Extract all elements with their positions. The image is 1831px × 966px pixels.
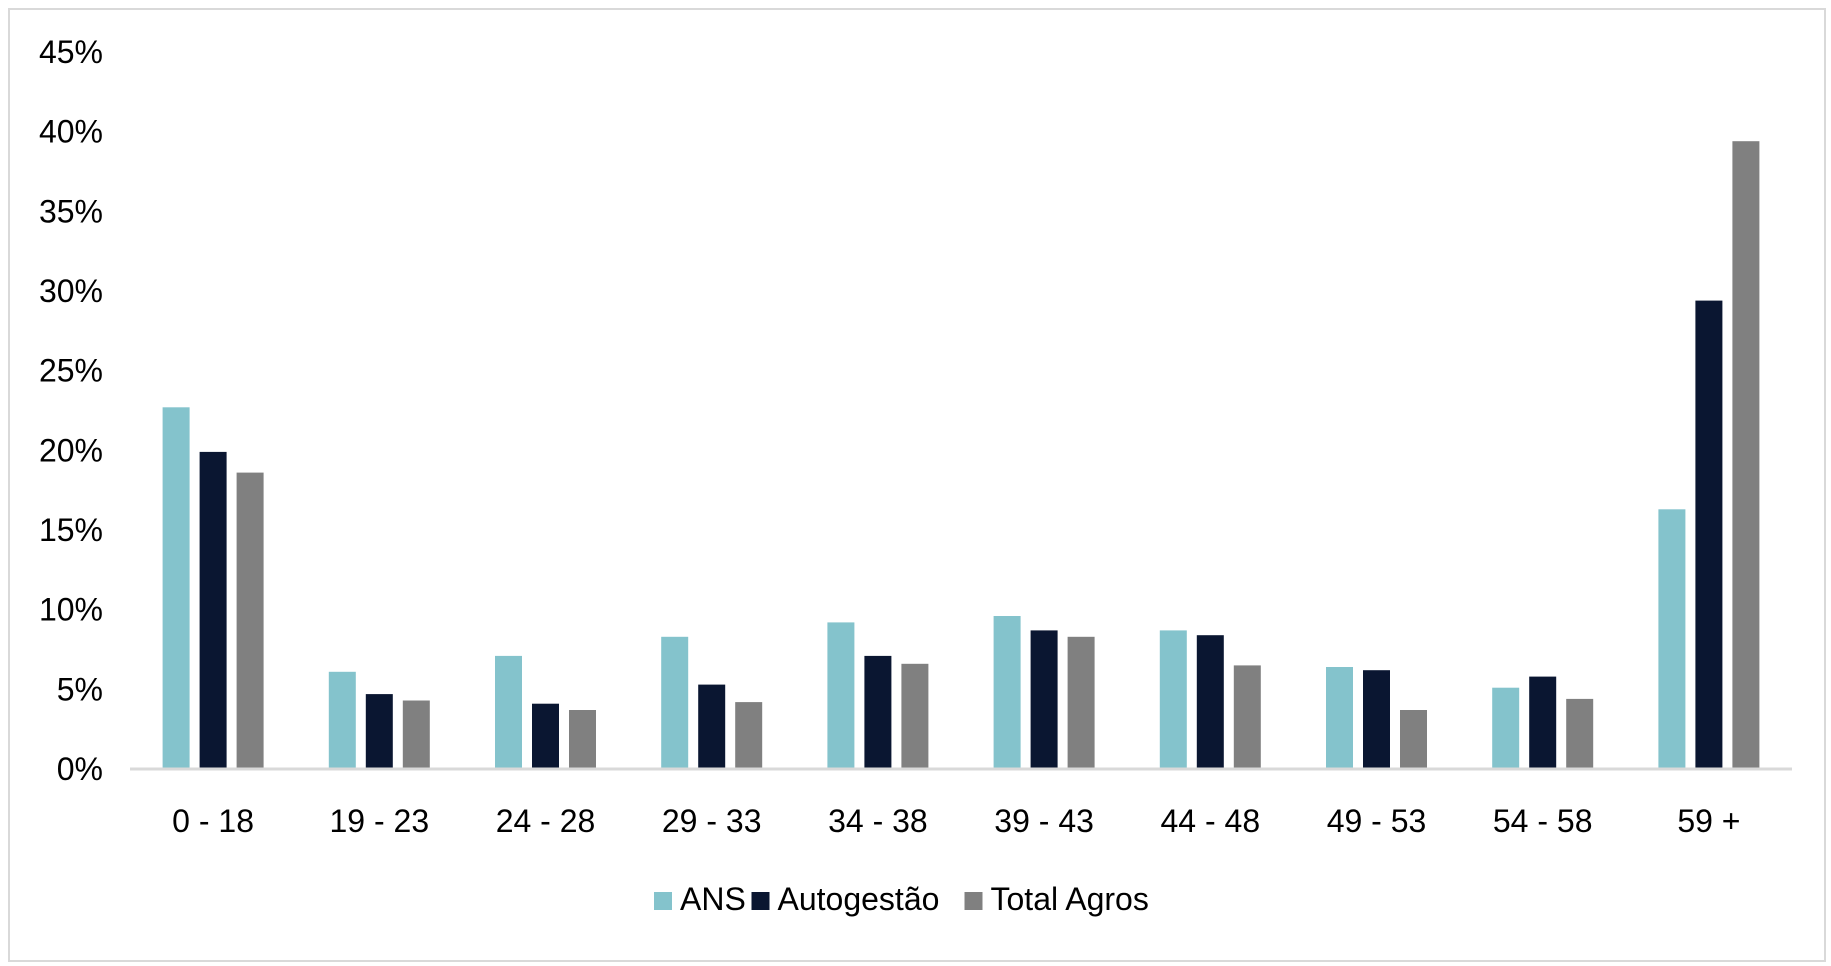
- x-tick-label: 34 - 38: [828, 803, 928, 839]
- y-tick-label: 35%: [39, 193, 103, 229]
- legend-swatch: [654, 892, 672, 910]
- x-tick-label: 59 +: [1677, 803, 1740, 839]
- legend-item-total-agros: Total Agros: [964, 881, 1149, 917]
- bars-layer: [162, 141, 1760, 769]
- bar-ans-54-58: [1492, 687, 1520, 769]
- legend: ANS Autogestão Total Agros: [654, 881, 1149, 917]
- bar-ans-19-23: [328, 671, 356, 769]
- x-tick-label: 39 - 43: [994, 803, 1094, 839]
- bar-ans-49-53: [1326, 667, 1353, 769]
- legend-item-autogestao: Autogestão: [751, 881, 940, 917]
- legend-label: Total Agros: [991, 881, 1149, 917]
- legend-label: Autogestão: [778, 881, 940, 917]
- bar-ans-24-28: [495, 655, 522, 769]
- legend-label: ANS: [680, 881, 746, 917]
- bar-total-agros-19-23: [402, 700, 430, 769]
- bar-total-agros-59: [1732, 141, 1760, 769]
- y-tick-label: 15%: [39, 512, 103, 548]
- bar-total-agros-24-28: [569, 710, 596, 769]
- bar-autogestao-39-43: [1030, 630, 1058, 769]
- x-tick-label: 24 - 28: [496, 803, 596, 839]
- y-tick-label: 0%: [57, 751, 103, 787]
- y-tick-label: 25%: [39, 353, 103, 389]
- bar-total-agros-49-53: [1400, 710, 1427, 769]
- x-tick-label: 49 - 53: [1327, 803, 1427, 839]
- bar-total-agros-39-43: [1067, 636, 1095, 769]
- x-tick-label: 19 - 23: [329, 803, 429, 839]
- bar-autogestao-0-18: [199, 451, 227, 769]
- bar-ans-44-48: [1159, 630, 1187, 769]
- bar-ans-34-38: [827, 622, 855, 769]
- bar-total-agros-29-33: [735, 702, 763, 769]
- bar-total-agros-44-48: [1233, 665, 1261, 769]
- bar-ans-29-33: [661, 636, 689, 769]
- bar-ans-59: [1658, 509, 1686, 769]
- y-tick-label: 5%: [57, 671, 103, 707]
- chart-frame: [8, 8, 1826, 962]
- bar-autogestao-49-53: [1363, 670, 1390, 769]
- bar-autogestao-24-28: [532, 703, 559, 769]
- x-tick-label: 0 - 18: [172, 803, 254, 839]
- bar-autogestao-34-38: [864, 655, 892, 769]
- legend-swatch: [964, 892, 983, 910]
- bar-autogestao-59: [1695, 300, 1723, 769]
- bar-autogestao-29-33: [698, 684, 726, 769]
- y-tick-label: 10%: [39, 592, 103, 628]
- y-axis: 0% 5% 10% 15% 20% 25% 30% 35% 40% 45%: [39, 34, 103, 787]
- y-tick-label: 20%: [39, 432, 103, 468]
- y-tick-label: 30%: [39, 273, 103, 309]
- y-tick-label: 40%: [39, 114, 103, 150]
- bar-autogestao-19-23: [365, 694, 393, 769]
- bar-ans-0-18: [162, 407, 190, 769]
- legend-swatch: [751, 892, 770, 910]
- x-tick-label: 54 - 58: [1493, 803, 1593, 839]
- bar-autogestao-44-48: [1196, 635, 1224, 769]
- x-tick-label: 29 - 33: [662, 803, 762, 839]
- x-tick-label: 44 - 48: [1160, 803, 1260, 839]
- legend-item-ans: ANS: [654, 881, 746, 917]
- x-axis: 0 - 18 19 - 23 24 - 28 29 - 33 34 - 38 39 - 4…: [172, 803, 1740, 839]
- y-tick-label: 45%: [39, 34, 103, 70]
- bar-total-agros-54-58: [1566, 698, 1594, 769]
- bar-ans-39-43: [993, 616, 1021, 769]
- bar-total-agros-0-18: [236, 472, 264, 769]
- bar-autogestao-54-58: [1529, 676, 1557, 769]
- bar-total-agros-34-38: [901, 663, 929, 769]
